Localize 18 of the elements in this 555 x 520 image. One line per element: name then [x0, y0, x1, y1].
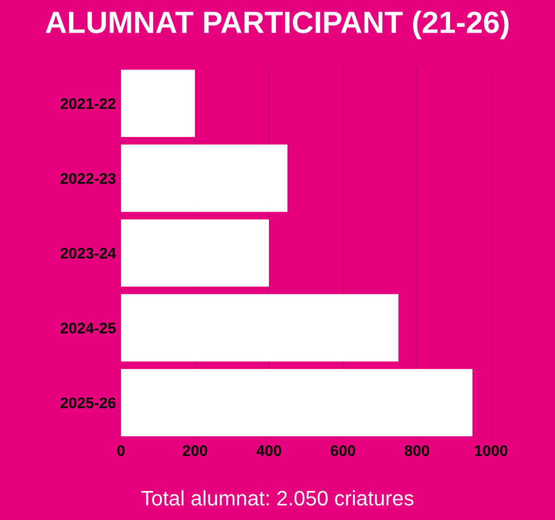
bar [121, 368, 472, 436]
text: Total alumnat: 2.050 criatures [141, 490, 414, 506]
bar [121, 144, 288, 212]
x-tick-label: 800 [404, 445, 430, 456]
y-tick-label: 2022-23 [60, 173, 116, 184]
bar [121, 294, 398, 362]
y-tick-label: 2021-22 [60, 98, 116, 110]
x-tick-label: 600 [330, 445, 356, 456]
x-tick-label: 0 [117, 445, 125, 456]
bar [121, 70, 195, 138]
x-tick-label: 200 [182, 445, 208, 456]
y-tick-label: 2025-26 [60, 397, 116, 408]
bar [121, 219, 269, 287]
y-tick-label: 2024-25 [60, 322, 116, 334]
y-tick-label: 2023-24 [60, 248, 116, 259]
x-tick-label: 400 [256, 445, 282, 456]
chart-title: ALUMNAT PARTICIPANT (21-26) [46, 10, 509, 40]
x-tick-label: 1000 [474, 445, 508, 456]
